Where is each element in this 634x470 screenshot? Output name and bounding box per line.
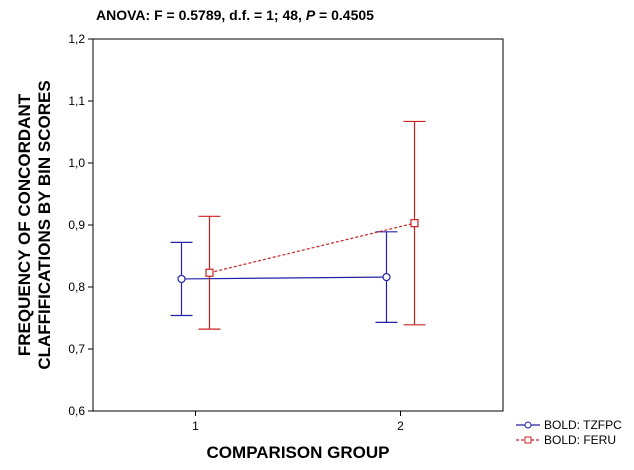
marker xyxy=(205,268,214,277)
y-tick-label: 0,9 xyxy=(68,218,85,232)
legend-label: BOLD: TZFPC xyxy=(544,418,622,432)
title-part: P xyxy=(306,7,316,23)
marker xyxy=(410,219,419,228)
title-part: ANOVA: F = 0.5789, d.f. = 1; 48, xyxy=(96,7,306,23)
y-tick-label: 1,0 xyxy=(68,156,85,170)
y-axis-label: FREQUENCY OF CONCORDANT CLAFFIFICATIONS … xyxy=(15,80,54,369)
legend-marker xyxy=(524,421,532,429)
chart-title: ANOVA: F = 0.5789, d.f. = 1; 48, P = 0.4… xyxy=(96,7,374,23)
x-tick-label: 2 xyxy=(397,419,404,433)
title-part: = 0.4505 xyxy=(315,7,374,23)
y-axis-label-line: FREQUENCY OF CONCORDANT xyxy=(15,93,34,356)
x-axis-label: COMPARISON GROUP xyxy=(207,443,390,462)
series-line xyxy=(209,222,415,274)
legend-label: BOLD: FERU xyxy=(544,433,616,447)
y-tick-label: 1,2 xyxy=(68,32,85,46)
y-tick-label: 1,1 xyxy=(68,94,85,108)
marker xyxy=(177,274,186,284)
x-tick-label: 1 xyxy=(192,419,199,433)
y-tick-label: 0,6 xyxy=(68,404,85,418)
series-line xyxy=(181,276,387,280)
marker xyxy=(382,272,391,282)
y-tick-label: 0,8 xyxy=(68,280,85,294)
y-tick-label: 0,7 xyxy=(68,342,85,356)
plot-frame xyxy=(92,38,504,412)
legend-marker xyxy=(524,436,532,444)
y-axis-label-line: CLAFFIFICATIONS BY BIN SCORES xyxy=(35,80,54,369)
